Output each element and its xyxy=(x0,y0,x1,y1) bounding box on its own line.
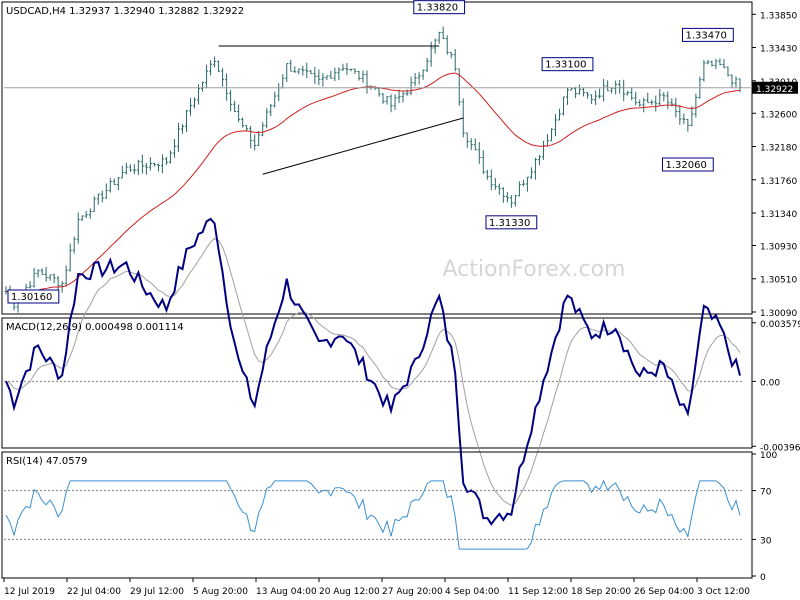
time-tick-label: 27 Aug 20:00 xyxy=(382,587,443,597)
annotation-box xyxy=(541,57,594,72)
price-tick-label: 1.33850 xyxy=(760,11,797,21)
macd-line xyxy=(5,217,741,526)
watermark: ActionForex.com xyxy=(443,257,626,282)
macd-header: MACD(12,26,9) 0.000498 0.001114 xyxy=(6,322,184,333)
rsi-header: RSI(14) 47.0579 xyxy=(6,456,87,467)
rsi-tick-label: 0 xyxy=(760,573,766,583)
price-tick-label: 1.33430 xyxy=(760,45,797,55)
time-tick-label: 26 Sep 04:00 xyxy=(634,587,694,597)
price-tick-label: 1.31340 xyxy=(760,210,797,220)
time-axis: 12 Jul 2019 22 Jul 04:00 29 Jul 12:00 5 Aug… xyxy=(3,578,750,597)
price-annotation: 1.31330 xyxy=(485,215,538,230)
price-tick-label: 1.31760 xyxy=(760,177,797,187)
annotation-label: 1.32060 xyxy=(665,160,706,171)
price-annotation: 1.33470 xyxy=(682,27,734,42)
rsi-axis: 100 70 30 0 xyxy=(752,451,777,583)
time-tick-label: 12 Jul 2019 xyxy=(4,587,55,597)
time-tick-label: 5 Aug 20:00 xyxy=(193,587,248,597)
price-tick-label: 1.30090 xyxy=(760,309,797,319)
rsi-tick-label: 100 xyxy=(760,451,777,461)
last-price-tag-bg xyxy=(752,81,798,94)
annotation-label: 1.31330 xyxy=(489,218,530,229)
rsi-pane: 100 70 30 0 RSI(14) 47.0579 xyxy=(1,451,777,583)
macd-pane-frame xyxy=(1,317,753,449)
time-tick-label: 29 Jul 12:00 xyxy=(130,587,184,597)
time-tick-label: 18 Sep 20:00 xyxy=(571,587,631,597)
time-tick-label: 4 Sep 04:00 xyxy=(445,587,500,597)
macd-tick-label: 0.003579 xyxy=(760,320,800,330)
macd-tick-label: -0.003966 xyxy=(760,443,800,453)
time-tick-label: 11 Sep 12:00 xyxy=(508,587,568,597)
annotation-box xyxy=(7,289,60,304)
annotation-label: 1.33470 xyxy=(686,30,727,41)
annotation-label: 1.30160 xyxy=(11,292,52,303)
price-annotation: 1.32060 xyxy=(661,157,714,172)
rsi-pane-frame xyxy=(1,451,753,579)
price-tick-label: 1.30930 xyxy=(760,242,797,252)
price-plot: 1.33820 1.33470 1.33100 1.32060 1.31330 1.301… xyxy=(4,0,752,313)
trendline xyxy=(262,117,464,175)
price-annotation: 1.30160 xyxy=(7,289,60,304)
price-pane-frame xyxy=(1,1,753,315)
annotation-label: 1.33820 xyxy=(417,3,458,14)
time-tick-label: 20 Aug 12:00 xyxy=(319,587,380,597)
price-pane: 1.33820 1.33470 1.33100 1.32060 1.31330 1.301… xyxy=(1,0,798,319)
price-axis: 1.338501.334301.330101.326001.321801.317… xyxy=(752,11,798,319)
rsi-plot xyxy=(4,479,742,550)
last-price-tag: 1.32922 xyxy=(752,81,798,95)
price-tick-label: 1.32180 xyxy=(760,144,797,154)
macd-axis: 0.003579 0.00 -0.003966 xyxy=(752,320,800,453)
rsi-line xyxy=(5,479,741,550)
annotation-box xyxy=(661,157,714,172)
price-annotation: 1.33820 xyxy=(413,0,466,15)
annotation-label: 1.33100 xyxy=(545,60,586,71)
price-header: USDCAD,H4 1.32937 1.32940 1.32882 1.3292… xyxy=(6,6,244,17)
macd-pane: 0.003579 0.00 -0.003966 MACD(12,26,9) 0.00… xyxy=(1,217,800,526)
price-annotation: 1.33100 xyxy=(541,57,594,72)
price-tick-label: 1.30510 xyxy=(760,276,797,286)
macd-tick-label: 0.00 xyxy=(760,378,780,388)
time-tick-label: 22 Jul 04:00 xyxy=(67,587,121,597)
annotation-box xyxy=(485,215,538,230)
annotation-box xyxy=(413,0,466,15)
moving-average-line xyxy=(5,72,741,294)
last-price-tag-label: 1.32922 xyxy=(756,85,793,95)
time-tick-label: 13 Aug 04:00 xyxy=(256,587,317,597)
price-tick-label: 1.32600 xyxy=(760,110,797,120)
rsi-tick-label: 70 xyxy=(760,488,772,498)
time-tick-label: 3 Oct 12:00 xyxy=(697,587,750,597)
rsi-tick-label: 30 xyxy=(760,536,772,546)
macd-plot xyxy=(4,217,742,526)
annotation-box xyxy=(682,27,734,42)
